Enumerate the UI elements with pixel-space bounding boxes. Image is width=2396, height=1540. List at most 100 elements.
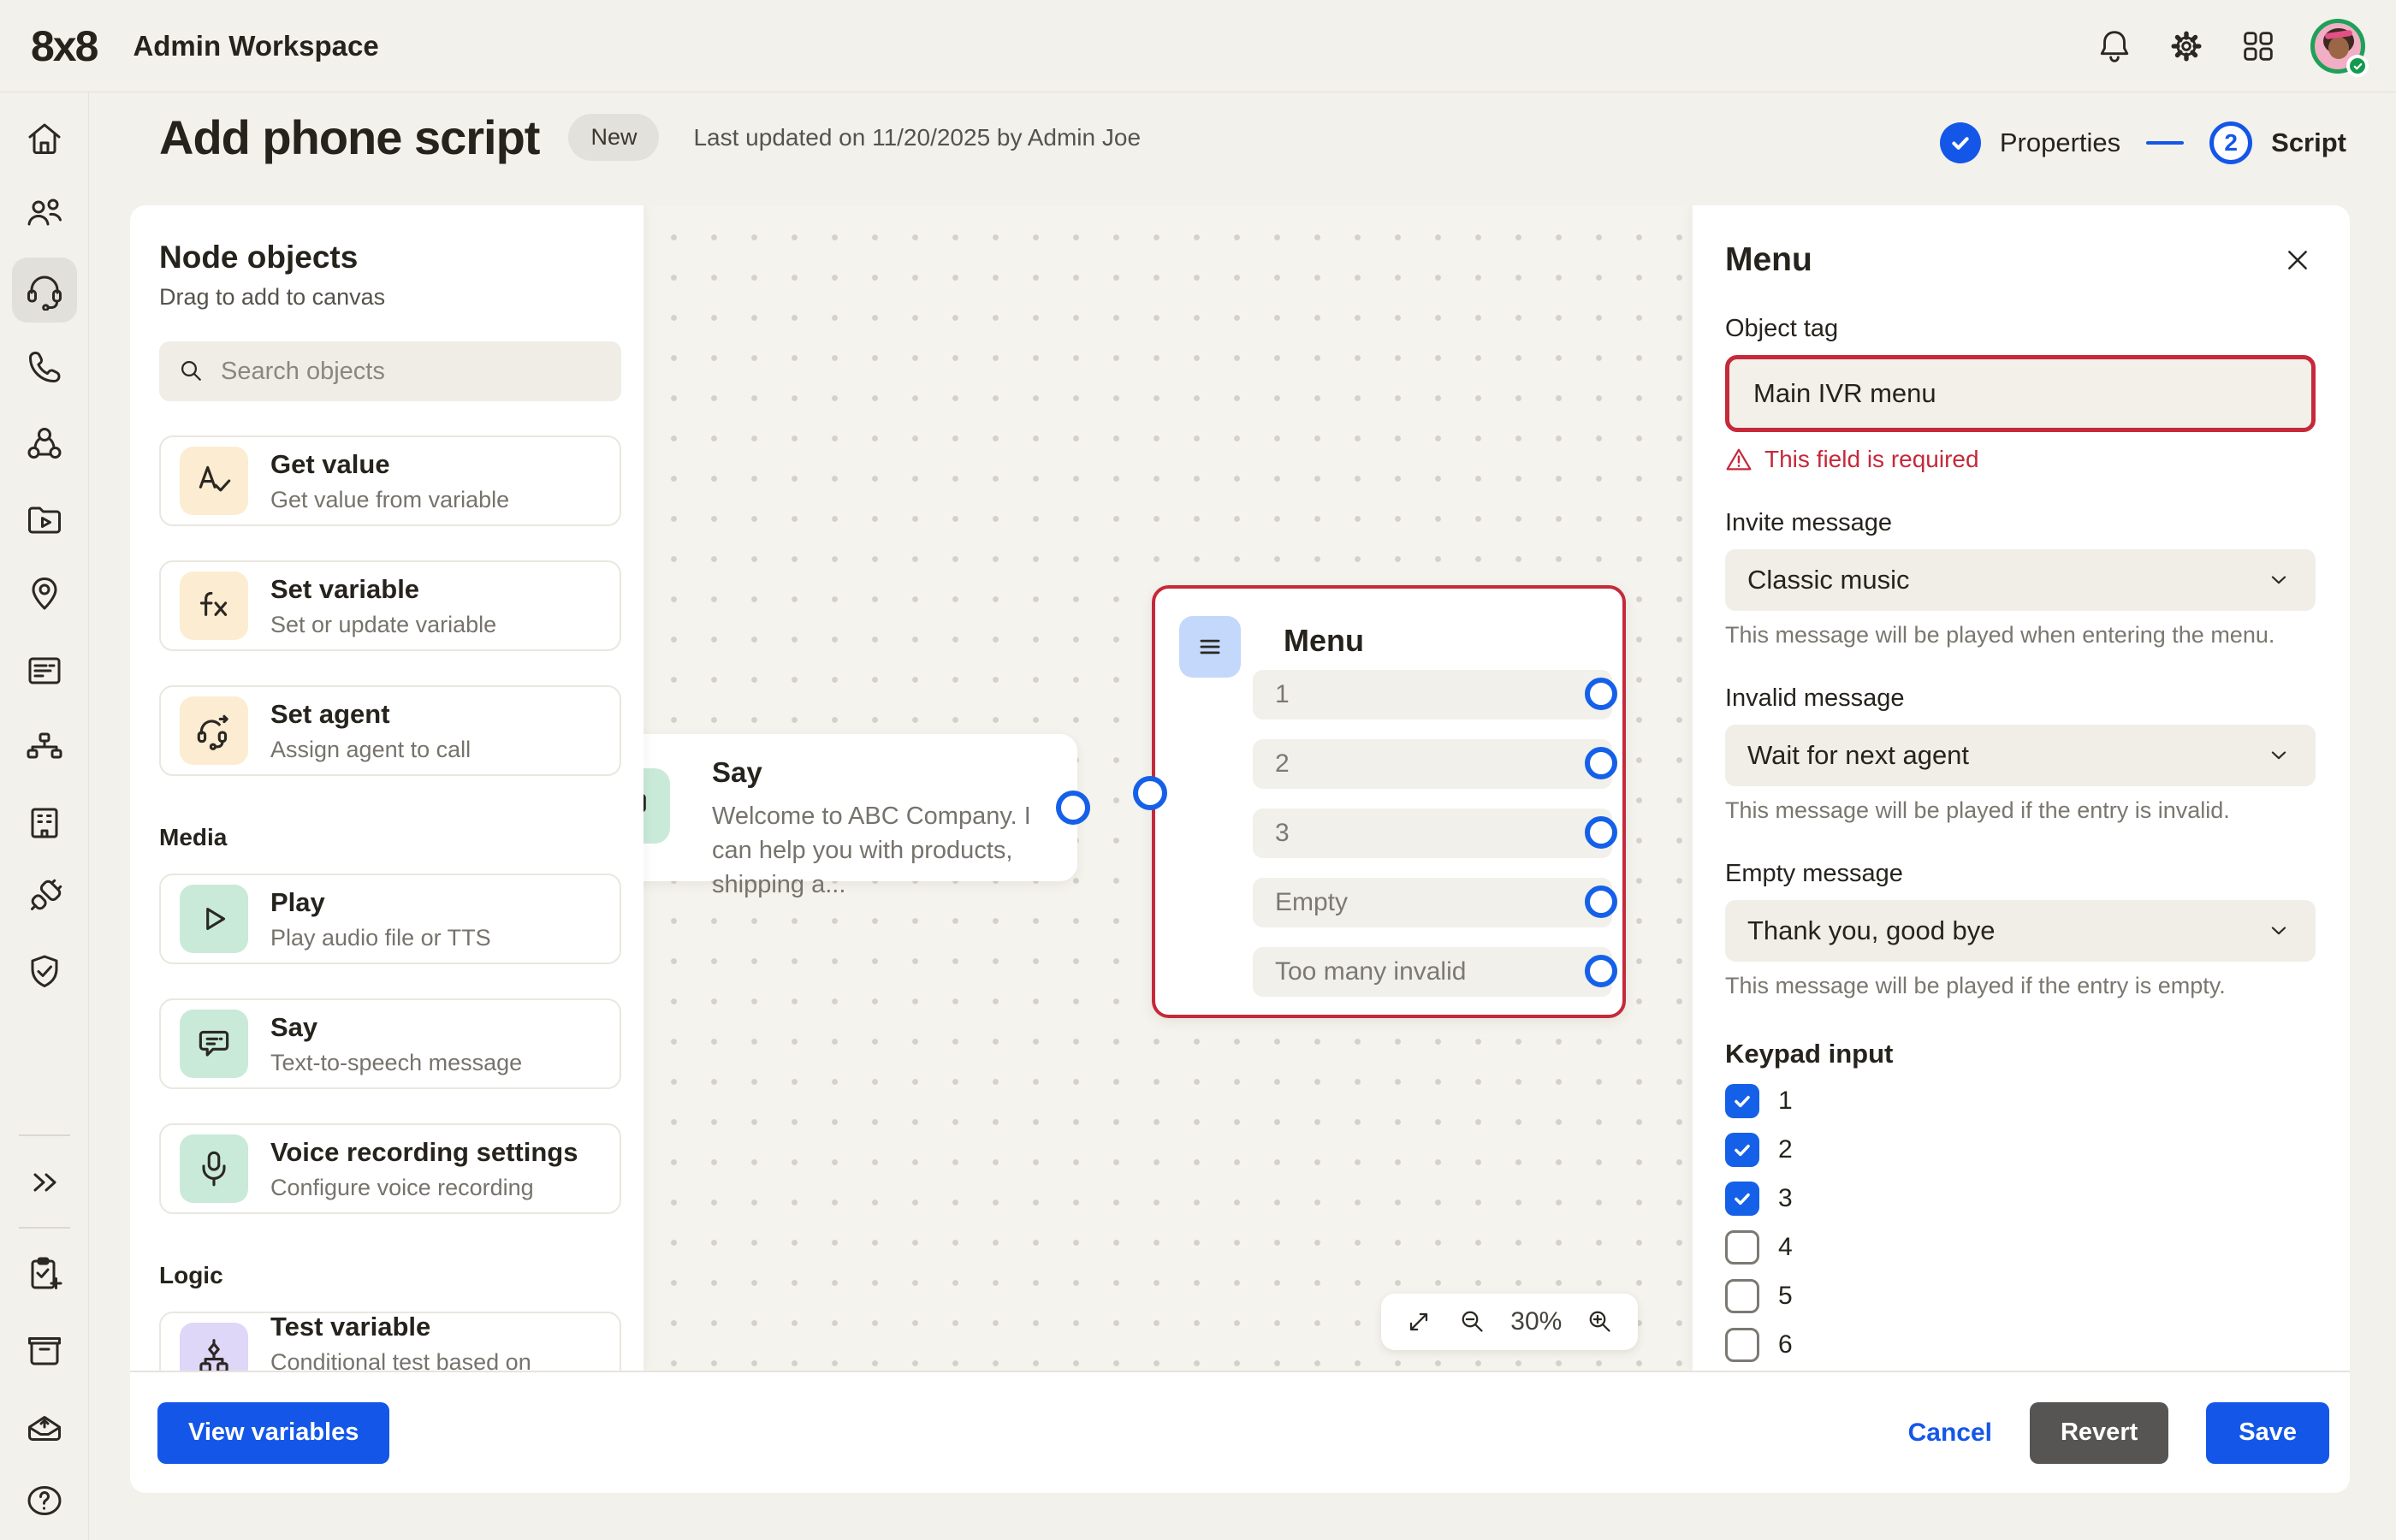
menu-branch-empty-port[interactable] bbox=[1585, 886, 1617, 918]
checkbox-unchecked[interactable] bbox=[1725, 1328, 1759, 1362]
form-card-icon[interactable] bbox=[12, 638, 77, 703]
node-card-subtitle: Assign agent to call bbox=[270, 736, 471, 762]
empty-message-label: Empty message bbox=[1725, 860, 1903, 887]
keypad-option-6[interactable]: 6 bbox=[1725, 1328, 2316, 1362]
checkbox-checked[interactable] bbox=[1725, 1182, 1759, 1216]
node-card-get-value[interactable]: Get value Get value from variable bbox=[159, 435, 621, 526]
users-icon[interactable] bbox=[12, 182, 77, 247]
canvas-node-menu[interactable]: Menu 1 2 3 Empty Too many invalid bbox=[1133, 585, 1626, 1018]
close-icon[interactable] bbox=[2280, 242, 2316, 278]
menu-branch-label: 2 bbox=[1275, 749, 1290, 778]
invite-message-value: Classic music bbox=[1747, 565, 1910, 595]
checkbox-checked[interactable] bbox=[1725, 1133, 1759, 1167]
menu-branch-3-port[interactable] bbox=[1585, 816, 1617, 849]
node-card-test-variable[interactable]: Test variable Conditional test based on v… bbox=[159, 1312, 621, 1371]
zoom-in-icon[interactable] bbox=[1585, 1306, 1616, 1337]
keypad-option-label: 5 bbox=[1778, 1282, 1793, 1310]
phone-icon[interactable] bbox=[12, 335, 77, 400]
keypad-option-5[interactable]: 5 bbox=[1725, 1279, 2316, 1313]
node-card-set-agent[interactable]: Set agent Assign agent to call bbox=[159, 685, 621, 776]
left-nav-rail bbox=[0, 92, 89, 1540]
menu-branch-1-port[interactable] bbox=[1585, 678, 1617, 710]
page-header: Add phone script New Last updated on 11/… bbox=[159, 110, 1141, 165]
fit-expand-icon[interactable] bbox=[1403, 1306, 1434, 1337]
menu-branch-label: Too many invalid bbox=[1275, 957, 1467, 986]
wizard-stepper: Properties 2 Script bbox=[1939, 121, 2346, 164]
object-tag-input[interactable] bbox=[1753, 378, 2287, 409]
node-card-subtitle: Text-to-speech message bbox=[270, 1049, 523, 1075]
script-canvas[interactable]: Say Welcome to ABC Company. I can help y… bbox=[643, 205, 1693, 1371]
inbox-up-icon[interactable] bbox=[12, 1395, 77, 1460]
keypad-option-label: 3 bbox=[1778, 1184, 1793, 1212]
search-input[interactable] bbox=[221, 357, 580, 386]
sitemap-icon[interactable] bbox=[12, 715, 77, 780]
canvas-node-say[interactable]: Say Welcome to ABC Company. I can help y… bbox=[643, 734, 1090, 898]
node-card-say[interactable]: Say Text-to-speech message bbox=[159, 998, 621, 1089]
node-card-title: Get value bbox=[270, 448, 390, 479]
notifications-bell-icon[interactable] bbox=[2095, 27, 2134, 66]
menu-branch-empty[interactable]: Empty bbox=[1253, 878, 1617, 927]
building-icon[interactable] bbox=[12, 791, 77, 856]
menu-branch-too-many-invalid-port[interactable] bbox=[1585, 955, 1617, 987]
checkbox-unchecked[interactable] bbox=[1725, 1279, 1759, 1313]
checkbox-checked[interactable] bbox=[1725, 1084, 1759, 1118]
invite-message-select[interactable]: Classic music bbox=[1725, 549, 2316, 611]
empty-message-select[interactable]: Thank you, good bye bbox=[1725, 900, 2316, 962]
apps-grid-icon[interactable] bbox=[2239, 27, 2278, 66]
home-icon[interactable] bbox=[12, 106, 77, 171]
view-variables-button[interactable]: View variables bbox=[157, 1401, 390, 1464]
keypad-option-4[interactable]: 4 bbox=[1725, 1230, 2316, 1265]
revert-button[interactable]: Revert bbox=[2029, 1401, 2169, 1464]
network-icon[interactable] bbox=[12, 412, 77, 477]
menu-branch-3[interactable]: 3 bbox=[1253, 808, 1617, 858]
node-card-set-variable[interactable]: Set variable Set or update variable bbox=[159, 560, 621, 651]
say-output-port[interactable] bbox=[1056, 791, 1090, 825]
clipboard-plus-icon[interactable] bbox=[12, 1242, 77, 1307]
set-agent-icon bbox=[180, 696, 248, 765]
invalid-message-helper: This message will be played if the entry… bbox=[1725, 797, 2230, 823]
menu-input-port[interactable] bbox=[1133, 776, 1167, 810]
user-avatar[interactable] bbox=[2310, 19, 2369, 77]
step-script-label[interactable]: Script bbox=[2271, 127, 2346, 157]
step-properties-label[interactable]: Properties bbox=[1999, 127, 2121, 157]
node-card-voice-recording[interactable]: Voice recording settings Configure voice … bbox=[159, 1123, 621, 1214]
help-icon[interactable] bbox=[12, 1468, 77, 1533]
expand-rail-icon[interactable] bbox=[12, 1150, 77, 1215]
keypad-option-label: 6 bbox=[1778, 1330, 1793, 1359]
node-card-subtitle: Get value from variable bbox=[270, 486, 510, 512]
media-folder-icon[interactable] bbox=[12, 487, 77, 552]
node-card-play[interactable]: Play Play audio file or TTS bbox=[159, 874, 621, 964]
chevron-down-icon bbox=[2271, 751, 2286, 760]
invalid-message-value: Wait for next agent bbox=[1747, 740, 1970, 770]
object-tag-field[interactable] bbox=[1725, 355, 2316, 432]
step-properties-check-icon[interactable] bbox=[1939, 122, 1981, 163]
save-button[interactable]: Save bbox=[2206, 1401, 2329, 1464]
shield-check-icon[interactable] bbox=[12, 939, 77, 1004]
keypad-option-2[interactable]: 2 bbox=[1725, 1133, 2316, 1167]
menu-branch-label: 3 bbox=[1275, 819, 1290, 847]
location-pin-icon[interactable] bbox=[12, 561, 77, 626]
menu-branch-too-many-invalid[interactable]: Too many invalid bbox=[1253, 947, 1617, 997]
properties-panel: Menu Object tag This field is required I… bbox=[1693, 205, 2350, 1371]
keypad-option-3[interactable]: 3 bbox=[1725, 1182, 2316, 1216]
menu-branch-1[interactable]: 1 bbox=[1253, 670, 1617, 720]
menu-branch-2[interactable]: 2 bbox=[1253, 739, 1617, 789]
contact-center-headset-icon[interactable] bbox=[12, 258, 77, 323]
play-icon bbox=[180, 885, 248, 953]
search-box[interactable] bbox=[159, 341, 621, 401]
settings-gear-icon[interactable] bbox=[2167, 27, 2206, 66]
brand-logo: 8x8 bbox=[31, 21, 98, 70]
zoom-out-icon[interactable] bbox=[1457, 1306, 1488, 1337]
checkbox-unchecked[interactable] bbox=[1725, 1230, 1759, 1265]
field-error: This field is required bbox=[1725, 446, 2316, 473]
menu-branch-2-port[interactable] bbox=[1585, 747, 1617, 779]
plug-integration-icon[interactable] bbox=[12, 864, 77, 929]
cancel-button[interactable]: Cancel bbox=[1907, 1418, 1992, 1447]
invite-message-label: Invite message bbox=[1725, 509, 1893, 536]
new-badge: New bbox=[568, 114, 660, 161]
keypad-option-1[interactable]: 1 bbox=[1725, 1084, 2316, 1118]
step-script-number[interactable]: 2 bbox=[2209, 121, 2253, 164]
archive-tray-icon[interactable] bbox=[12, 1318, 77, 1383]
invalid-message-select[interactable]: Wait for next agent bbox=[1725, 725, 2316, 786]
node-card-title: Set variable bbox=[270, 573, 420, 604]
